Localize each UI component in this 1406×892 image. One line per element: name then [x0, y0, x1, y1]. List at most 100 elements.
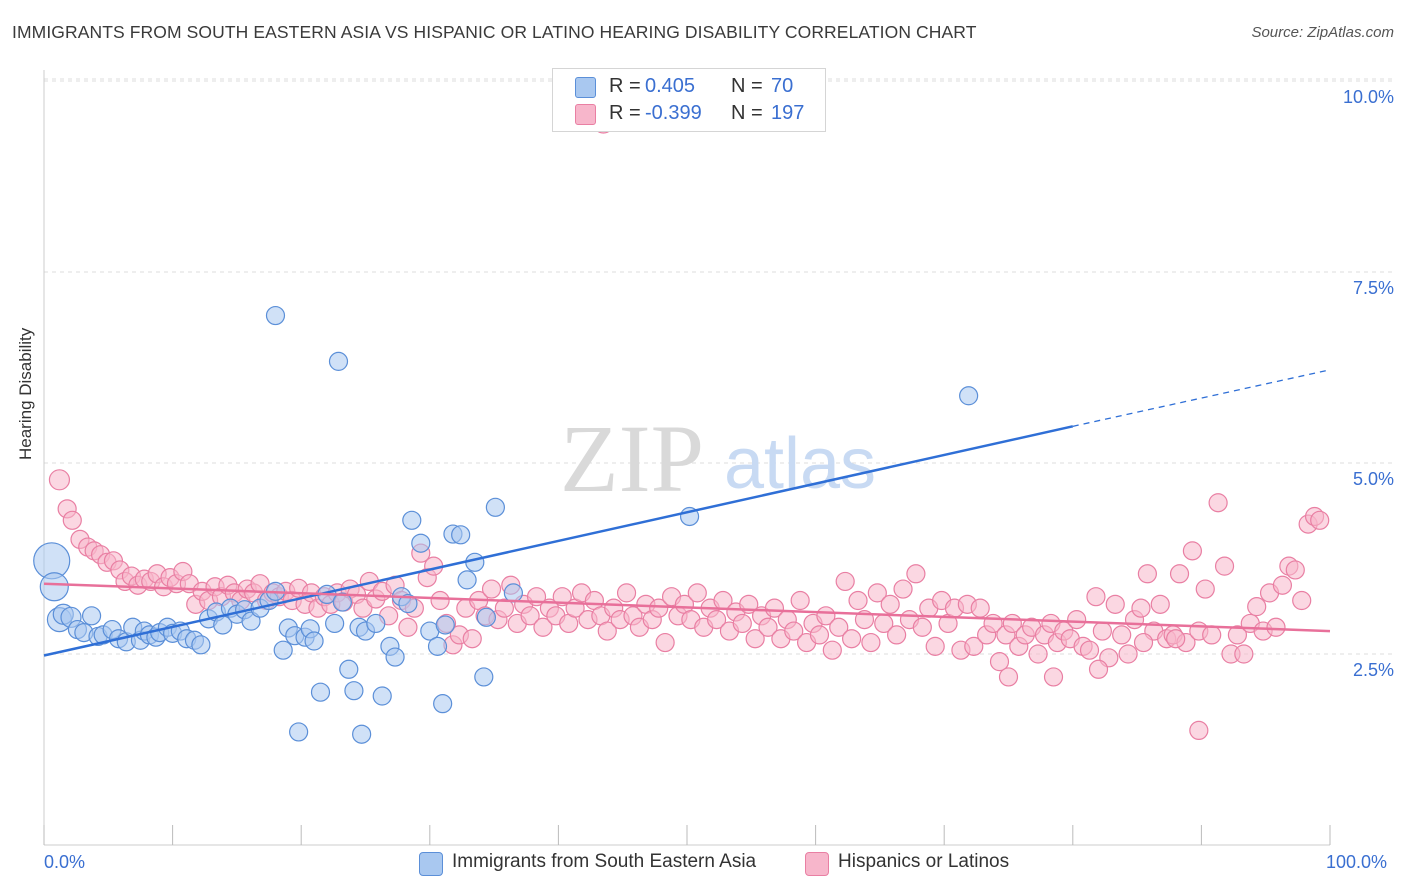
series-sea-points — [33, 305, 979, 744]
y-tick-7-5: 7.5% — [1352, 278, 1394, 298]
point-hispanic — [552, 587, 572, 607]
point-sea — [328, 351, 349, 371]
point-hispanic — [1208, 493, 1228, 513]
y-tick-2-5: 2.5% — [1352, 660, 1394, 680]
point-hispanic — [533, 617, 553, 637]
point-hispanic — [1137, 564, 1157, 584]
point-sea — [503, 583, 523, 603]
y-tick-10: 10.0% — [1342, 87, 1394, 107]
point-sea — [474, 667, 494, 687]
point-hispanic — [835, 571, 855, 592]
point-sea — [339, 659, 359, 679]
point-hispanic — [1150, 594, 1170, 614]
trend-line-sea-extension — [1072, 369, 1331, 427]
point-hispanic — [1272, 575, 1293, 595]
legend-r-value-sea: 0.405 — [645, 75, 696, 97]
x-tick-0: 0.0% — [44, 852, 86, 872]
correlation-legend: R = 0.405 N = 70 R = -0.399 N = 197 — [552, 68, 826, 132]
point-hispanic — [1043, 667, 1064, 687]
point-sea — [325, 613, 345, 634]
point-hispanic — [1195, 579, 1215, 599]
legend-r-label: R = — [609, 102, 641, 124]
grid-lines — [44, 78, 1392, 655]
legend-swatch-hispanic — [805, 852, 829, 876]
point-hispanic — [494, 598, 514, 618]
point-sea — [310, 682, 331, 702]
point-sea — [385, 647, 405, 667]
point-sea — [304, 631, 324, 651]
point-hispanic — [1202, 625, 1222, 645]
point-hispanic — [462, 629, 482, 649]
point-hispanic — [1118, 644, 1138, 664]
point-hispanic — [1088, 659, 1109, 679]
point-hispanic — [1227, 625, 1248, 645]
point-hispanic — [1169, 564, 1190, 584]
point-sea — [344, 681, 364, 701]
point-hispanic — [764, 598, 785, 618]
point-hispanic — [1086, 587, 1106, 607]
point-hispanic — [784, 621, 804, 641]
point-hispanic — [687, 583, 707, 603]
point-hispanic — [1067, 610, 1087, 630]
legend-label-sea: Immigrants from South Eastern Asia — [452, 851, 757, 872]
point-hispanic — [989, 652, 1010, 672]
point-hispanic — [1112, 625, 1132, 645]
point-hispanic — [1092, 621, 1112, 641]
point-sea — [332, 592, 352, 612]
watermark-zip: ZIP — [560, 405, 704, 512]
point-hispanic — [842, 629, 862, 649]
point-hispanic — [790, 590, 810, 611]
point-sea — [398, 593, 418, 614]
point-hispanic — [1079, 640, 1100, 660]
legend-swatch-hispanic — [575, 104, 596, 125]
point-hispanic — [964, 636, 984, 656]
point-hispanic — [758, 617, 778, 637]
point-sea — [352, 724, 372, 744]
point-sea — [959, 386, 979, 406]
point-sea — [39, 572, 69, 602]
point-sea — [485, 497, 505, 517]
point-sea — [241, 611, 261, 631]
point-hispanic — [829, 617, 849, 637]
point-hispanic — [1292, 590, 1312, 611]
x-tick-100: 100.0% — [1326, 852, 1388, 872]
point-hispanic — [1266, 617, 1286, 637]
point-sea — [372, 686, 392, 706]
point-hispanic — [893, 579, 913, 599]
point-hispanic — [655, 632, 675, 653]
point-hispanic — [48, 469, 71, 491]
point-hispanic — [706, 610, 727, 630]
legend-n-label: N = — [731, 75, 763, 97]
point-hispanic — [1105, 594, 1125, 614]
point-sea — [411, 533, 431, 553]
point-hispanic — [867, 583, 887, 603]
point-hispanic — [1166, 629, 1186, 649]
point-hispanic — [998, 667, 1019, 687]
point-hispanic — [649, 598, 669, 618]
point-hispanic — [616, 583, 637, 603]
point-hispanic — [520, 606, 540, 626]
point-hispanic — [732, 613, 752, 634]
chart-source: Source: ZipAtlas.com — [1251, 24, 1394, 41]
point-hispanic — [398, 617, 418, 637]
point-hispanic — [809, 625, 830, 645]
point-hispanic — [822, 640, 842, 660]
legend-n-label: N = — [731, 102, 763, 124]
legend-r-label: R = — [609, 75, 641, 97]
legend-n-value-sea: 70 — [771, 75, 794, 97]
legend-r-value-hispanic: -0.399 — [645, 102, 702, 124]
point-hispanic — [1310, 510, 1330, 530]
point-sea — [273, 640, 293, 660]
point-sea — [435, 615, 455, 635]
point-sea — [465, 552, 485, 572]
point-hispanic — [481, 579, 502, 599]
point-sea — [402, 510, 422, 530]
point-sea — [457, 570, 477, 590]
trend-line-sea — [43, 425, 1074, 657]
y-axis-label: Hearing Disability — [16, 327, 35, 460]
legend-swatch-sea — [575, 77, 596, 98]
point-hispanic — [597, 621, 617, 641]
axes — [43, 70, 1331, 846]
point-sea — [191, 635, 211, 655]
